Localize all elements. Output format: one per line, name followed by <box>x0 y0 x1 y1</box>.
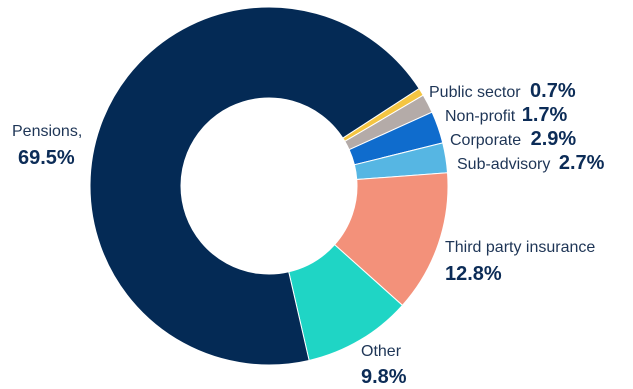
slice-label-public-sector: Public sector <box>429 84 521 101</box>
slice-value-public-sector: 0.7% <box>530 80 576 102</box>
slice-label-pensions: Pensions, <box>12 123 82 140</box>
label-sub-advisory: Sub-advisory 2.7% <box>457 152 605 174</box>
slice-value-sub-advisory: 2.7% <box>559 152 605 174</box>
slice-label-corporate: Corporate <box>450 132 521 149</box>
slice-value-third-party-insurance: 12.8% <box>445 263 502 285</box>
slice-label-non-profit: Non-profit <box>445 108 516 125</box>
label-non-profit: Non-profit 1.7% <box>445 104 568 126</box>
slice-value-pensions: 69.5% <box>18 147 75 169</box>
slice-value-other: 9.8% <box>361 366 407 388</box>
slice-pensions <box>89 6 420 366</box>
labels-group: Public sector 0.7% Non-profit 1.7% Corpo… <box>12 80 605 388</box>
label-corporate: Corporate 2.9% <box>450 128 576 150</box>
slice-label-other: Other <box>361 343 402 360</box>
slice-value-non-profit: 1.7% <box>522 104 568 126</box>
slice-value-corporate: 2.9% <box>531 128 577 150</box>
slices-group <box>89 6 449 366</box>
slice-label-sub-advisory: Sub-advisory <box>457 156 550 173</box>
label-public-sector: Public sector 0.7% <box>429 80 576 102</box>
slice-label-third-party-insurance: Third party insurance <box>445 239 595 256</box>
